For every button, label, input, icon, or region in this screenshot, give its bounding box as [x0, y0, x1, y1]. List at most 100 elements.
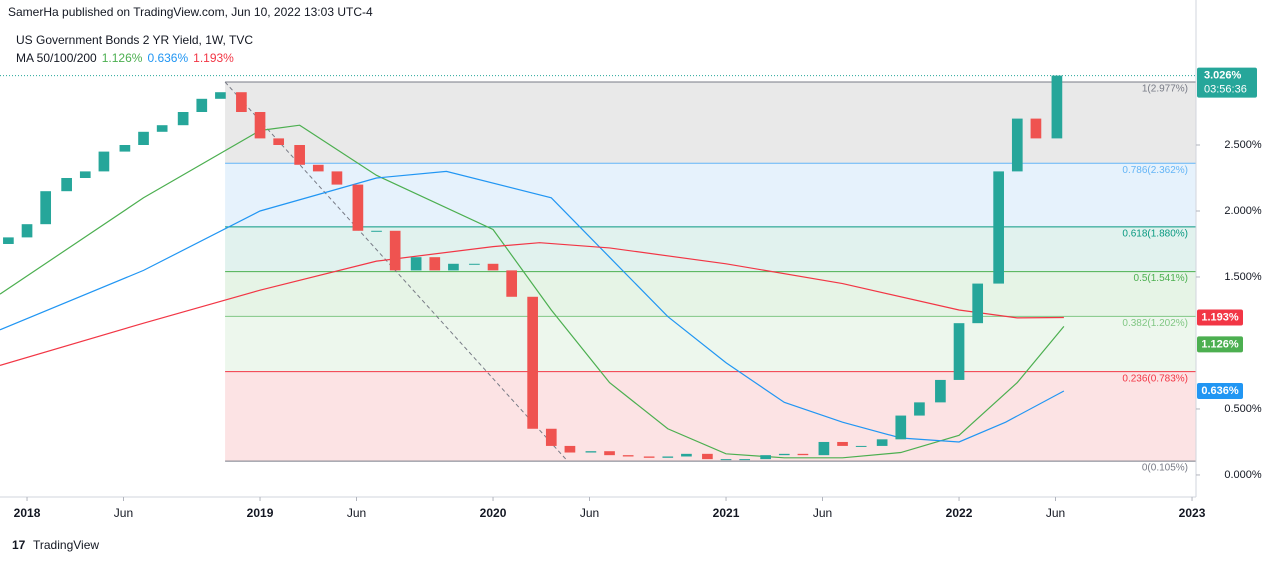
candle [389, 230, 401, 271]
candle [895, 415, 907, 440]
fib-label: 0.382(1.202%) [1122, 318, 1188, 329]
candle [448, 263, 459, 271]
candle [429, 257, 441, 271]
x-tick-label: 2020 [480, 506, 507, 520]
price-badge [1197, 309, 1243, 326]
candle [138, 131, 149, 145]
ma-label: MA 50/100/200 [16, 51, 97, 65]
candle [993, 171, 1004, 284]
candle [371, 230, 382, 232]
candle [604, 451, 615, 456]
fib-band [225, 163, 1196, 227]
last-price-label: 3.026% [1204, 69, 1242, 81]
candle [662, 456, 674, 458]
x-tick-label: 2019 [247, 506, 274, 520]
candle [797, 453, 809, 456]
last-price-badge [1197, 67, 1257, 98]
fib-trend [224, 81, 568, 462]
candle [487, 263, 499, 271]
x-tick-label: Jun [813, 506, 832, 520]
candle [914, 402, 925, 416]
candle [778, 453, 790, 456]
ma-badge: 1.126% [1197, 336, 1243, 353]
candle [760, 455, 771, 460]
candle [273, 138, 285, 145]
fib-label: 0.5(1.541%) [1134, 273, 1188, 284]
candle [643, 456, 655, 458]
x-tick-label: Jun [347, 506, 366, 520]
fib-band [225, 371, 1196, 462]
candle [527, 296, 538, 429]
fib-label: 0(0.105%) [1142, 463, 1188, 474]
candle [61, 177, 72, 192]
plot: 1(2.977%) 0.786(2.362%) 0.618(1.880%) 0.5(1… [0, 75, 1196, 474]
candle [1051, 75, 1063, 139]
ma-line [0, 124, 1065, 459]
candle [506, 270, 518, 297]
x-tick-label: Jun [114, 506, 133, 520]
candle [545, 428, 557, 446]
x-tick-label: Jun [1046, 506, 1065, 520]
ma-value: 1.193% [193, 51, 234, 65]
ma-value: 0.636% [147, 51, 188, 65]
candle [352, 184, 364, 231]
candle [681, 453, 692, 457]
price-badge-label: 0.636% [1201, 385, 1239, 397]
brand: TradingView [33, 538, 99, 552]
fib-band [225, 226, 1196, 272]
x-tick-label: 2021 [713, 506, 740, 520]
fib-label: 1(2.977%) [1142, 84, 1188, 95]
countdown: 03:56:36 [1204, 83, 1247, 95]
ma-badge: 0.636% [1197, 383, 1243, 400]
fib-label: 0.236(0.783%) [1122, 373, 1188, 384]
fib-label: 0.786(2.362%) [1122, 165, 1188, 176]
candle [40, 191, 52, 225]
y-tick-label: 1.500% [1224, 271, 1262, 283]
price-badge-label: 1.126% [1201, 338, 1239, 350]
price-badge [1197, 336, 1243, 353]
candle [98, 151, 110, 172]
candle [1011, 118, 1023, 172]
candle [1030, 118, 1042, 139]
candle [855, 445, 867, 447]
y-tick-label: 0.500% [1224, 403, 1262, 415]
fib-band [225, 271, 1196, 317]
candle [196, 98, 208, 113]
x-tick-label: 2023 [1179, 506, 1206, 520]
candle [953, 323, 965, 380]
candle [215, 92, 226, 99]
x-tick-label: 2022 [946, 506, 973, 520]
chart-title: US Government Bonds 2 YR Yield, 1W, TVC [16, 33, 253, 47]
candle [564, 445, 576, 453]
candle [119, 144, 131, 152]
candle [177, 112, 189, 126]
candle [410, 257, 422, 271]
price-badge-label: 1.193% [1201, 311, 1239, 323]
candle [935, 379, 946, 403]
ma-badge: 1.193% [1197, 309, 1243, 326]
candle [21, 224, 33, 238]
y-tick-label: 2.500% [1224, 139, 1262, 151]
candle [254, 112, 266, 139]
brand-logo: 17 [12, 538, 26, 552]
y-tick-label: 2.000% [1224, 205, 1262, 217]
candle [294, 144, 305, 165]
ma-line [0, 170, 1065, 443]
candle [622, 455, 634, 457]
candle [818, 441, 830, 456]
y-tick-label: 0.000% [1224, 469, 1262, 481]
ma-value: 1.126% [102, 51, 143, 65]
candle [312, 164, 324, 172]
x-tick-label: Jun [580, 506, 599, 520]
candle [972, 283, 984, 324]
candle [585, 451, 597, 453]
candle [876, 439, 888, 446]
fib-band [225, 82, 1196, 164]
candle [331, 171, 343, 185]
fib-label: 0.618(1.880%) [1122, 228, 1188, 239]
candle [837, 441, 848, 446]
x-tick-label: 2018 [14, 506, 41, 520]
fib-band [225, 316, 1196, 372]
candle [720, 459, 732, 461]
